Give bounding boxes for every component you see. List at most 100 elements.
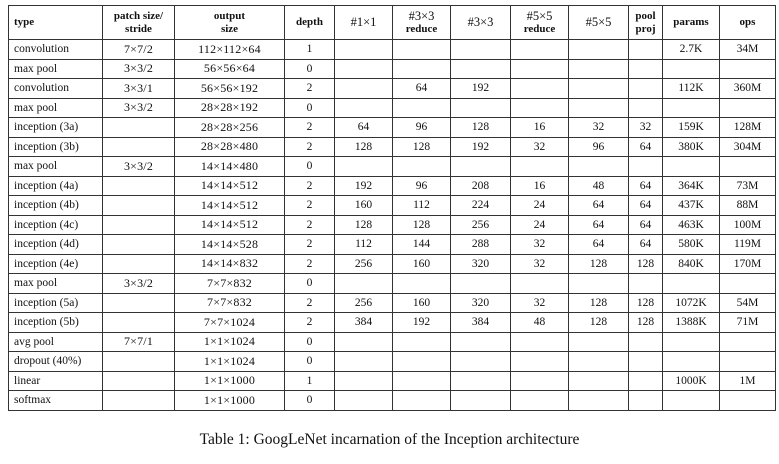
table-cell: 256	[450, 214, 511, 235]
table-cell	[662, 273, 720, 294]
table-cell: inception (4b)	[8, 195, 103, 216]
table-cell	[628, 156, 663, 177]
table-cell: 64	[334, 117, 393, 138]
table-cell	[719, 58, 776, 79]
table-cell: 112	[334, 234, 393, 255]
table-cell: 54M	[719, 292, 776, 313]
table-cell: convolution	[8, 78, 103, 99]
column-header-line1: #1×1	[350, 15, 377, 29]
table-cell: 48	[568, 175, 629, 196]
column-header-3: depth	[284, 5, 335, 40]
table-cell: 0	[284, 156, 335, 177]
table-body: convolution 7×7/2 112×112×64 1 2.7K 34M max po…	[8, 39, 776, 411]
table-cell: 2	[284, 234, 335, 255]
table-cell	[662, 97, 720, 118]
table-cell: 32	[510, 253, 569, 274]
table-row: max pool 3×3/2 28×28×192 0	[8, 97, 776, 118]
table-cell	[719, 331, 776, 352]
table-cell	[568, 331, 629, 352]
table-cell: 380K	[662, 136, 720, 157]
table-cell	[719, 273, 776, 294]
table-cell: 320	[450, 292, 511, 313]
table-cell	[662, 351, 720, 372]
table-cell	[719, 97, 776, 118]
table-cell: softmax	[8, 390, 103, 411]
table-cell: 192	[450, 78, 511, 99]
table-cell	[334, 78, 393, 99]
table-cell	[102, 136, 175, 157]
table-cell: 96	[392, 175, 451, 196]
table-row: convolution 7×7/2 112×112×64 1 2.7K 34M	[8, 39, 776, 60]
column-header-7: #5×5 reduce	[510, 5, 569, 40]
table-cell: 28×28×256	[174, 117, 285, 138]
table-cell	[719, 390, 776, 411]
table-cell: 112K	[662, 78, 720, 99]
table-cell: 437K	[662, 195, 720, 216]
table-cell	[628, 331, 663, 352]
column-header-5: #3×3 reduce	[392, 5, 451, 40]
table-cell	[334, 370, 393, 391]
table-cell: 463K	[662, 214, 720, 235]
table-row: inception (3b) 28×28×480 2 128 128 192 32 96 64 3…	[8, 136, 776, 157]
column-header-line1: type	[14, 16, 35, 28]
table-cell	[392, 273, 451, 294]
table-cell: 14×14×528	[174, 234, 285, 255]
table-cell: 384	[450, 312, 511, 333]
table-cell: 16	[510, 175, 569, 196]
table-cell: 14×14×512	[174, 195, 285, 216]
column-header-line2: size	[220, 22, 239, 35]
table-cell: 96	[392, 117, 451, 138]
table-cell	[450, 97, 511, 118]
table-cell	[568, 78, 629, 99]
table-cell: 256	[334, 253, 393, 274]
table-row: max pool 3×3/2 7×7×832 0	[8, 273, 776, 294]
table-cell	[392, 370, 451, 391]
table-cell	[102, 234, 175, 255]
table-cell: inception (5b)	[8, 312, 103, 333]
table-cell: 384	[334, 312, 393, 333]
table-cell: 1	[284, 39, 335, 60]
table-cell	[510, 331, 569, 352]
table-cell	[334, 39, 393, 60]
table-cell: 256	[334, 292, 393, 313]
table-cell: 128	[450, 117, 511, 138]
table-cell: 364K	[662, 175, 720, 196]
table-cell: 64	[628, 214, 663, 235]
table-cell	[334, 97, 393, 118]
table-cell: 128	[334, 136, 393, 157]
column-header-line1: #3×3	[408, 8, 435, 23]
table-cell	[102, 195, 175, 216]
column-header-0: type	[8, 5, 103, 40]
table-cell: 2	[284, 136, 335, 157]
table-cell	[102, 214, 175, 235]
table-cell	[450, 58, 511, 79]
table-row: inception (4d) 14×14×528 2 112 144 288 32 64 64 5…	[8, 234, 776, 255]
table-cell: dropout (40%)	[8, 351, 103, 372]
table-cell	[662, 390, 720, 411]
table-cell	[450, 370, 511, 391]
table-cell: 192	[392, 312, 451, 333]
column-header-1: patch size/stride	[102, 5, 175, 40]
table-cell: 1×1×1024	[174, 331, 285, 352]
table-cell: 7×7×1024	[174, 312, 285, 333]
table-cell: 0	[284, 351, 335, 372]
table-cell: max pool	[8, 273, 103, 294]
table-cell	[568, 97, 629, 118]
table-cell	[628, 39, 663, 60]
column-header-line2: proj	[635, 22, 656, 35]
table-cell: 28×28×480	[174, 136, 285, 157]
table-cell	[568, 351, 629, 372]
table-cell: 840K	[662, 253, 720, 274]
column-header-line1: #5×5	[585, 15, 612, 29]
table-row: inception (4a) 14×14×512 2 192 96 208 16 48 64 36…	[8, 175, 776, 196]
table-cell: 64	[628, 234, 663, 255]
table-cell	[628, 97, 663, 118]
table-row: avg pool 7×7/1 1×1×1024 0	[8, 331, 776, 352]
table-cell: 1072K	[662, 292, 720, 313]
table-cell: 112×112×64	[174, 39, 285, 60]
table-cell: 7×7/1	[102, 331, 175, 352]
table-cell: convolution	[8, 39, 103, 60]
table-cell	[510, 39, 569, 60]
table-cell	[662, 58, 720, 79]
table-cell: 128M	[719, 117, 776, 138]
